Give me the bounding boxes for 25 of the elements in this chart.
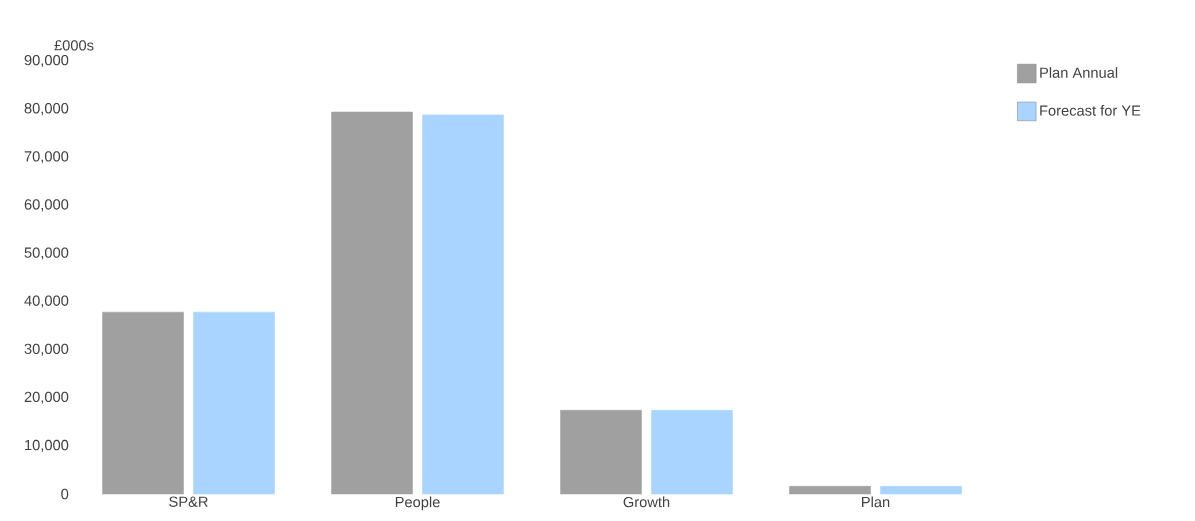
bar <box>560 410 642 495</box>
bar <box>331 111 413 495</box>
bar <box>193 311 275 495</box>
y-tick-label: 10,000 <box>25 439 69 452</box>
bar <box>422 114 504 495</box>
bar <box>651 410 733 495</box>
x-tick-label: SP&R <box>169 496 208 507</box>
x-tick-label: People <box>395 496 440 511</box>
y-tick-label: 90,000 <box>24 54 69 68</box>
y-tick-label: 60,000 <box>24 199 69 212</box>
x-tick-label: Plan <box>862 496 890 508</box>
x-tick-label: Growth <box>623 496 670 508</box>
bar <box>102 311 184 495</box>
bar <box>880 486 962 495</box>
y-tick-label: 50,000 <box>24 247 69 260</box>
legend-label: Plan Annual <box>1040 67 1118 78</box>
y-tick-label: 20,000 <box>24 391 69 404</box>
legend-label: Forecast for YE <box>1040 105 1141 116</box>
y-tick-label: 0 <box>61 488 69 500</box>
y-tick-label: 70,000 <box>24 151 69 164</box>
bar <box>789 486 871 495</box>
y-tick-label: 40,000 <box>24 295 69 308</box>
y-tick-label: 30,000 <box>24 343 69 356</box>
y-axis-title: £000s <box>54 40 94 51</box>
y-tick-label: 80,000 <box>24 103 69 116</box>
